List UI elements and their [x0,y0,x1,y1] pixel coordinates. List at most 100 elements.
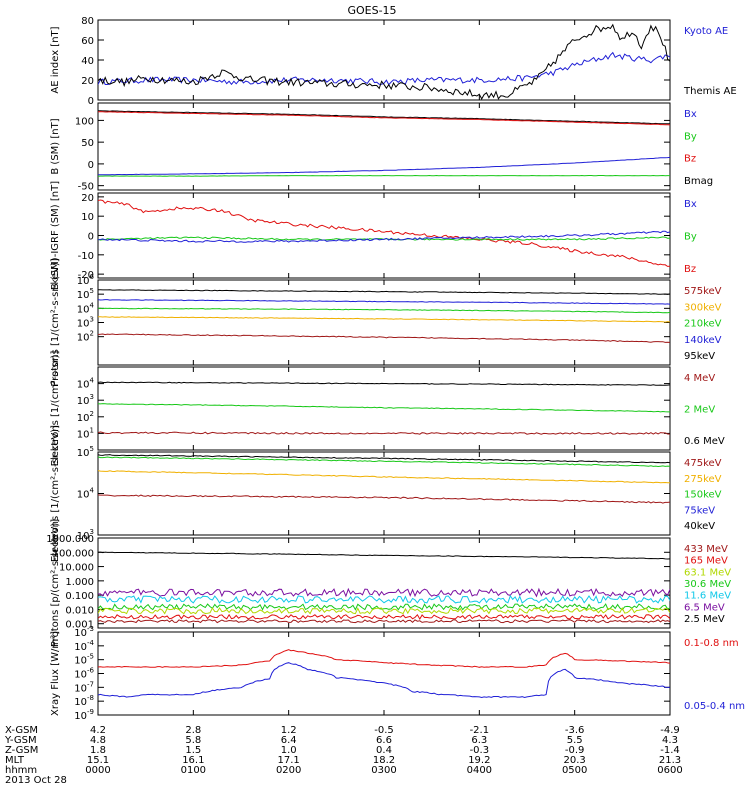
footer-value: 6.6 [376,735,392,746]
footer-value: -1.4 [660,745,680,756]
footer-value: -4.9 [660,725,680,736]
footer-row-label: Y-GSM [4,735,37,746]
footer-row-label: X-GSM [5,725,38,736]
y-tick-label: 103 [77,316,94,330]
series-line [98,316,670,323]
legend-entry: 0.05-0.4 nm [684,701,745,712]
footer-value: 19.2 [468,755,490,766]
y-tick-label: 60 [81,36,94,47]
y-tick-label: 101 [77,426,94,440]
y-axis-label: Electrons [1/(cm²-s-sr)] [50,351,61,467]
chart-title: GOES-15 [347,4,396,17]
legend-entry: 2.5 MeV [684,614,725,625]
footer-value: 4.8 [90,735,106,746]
panel-3: -20 -10 0 10 20 B (SM)-IGRF (SM) [nT] Bx By Bz [50,181,697,290]
legend-entry: 11.6 MeV [684,591,731,602]
legend-entry: Bmag [684,176,713,187]
legend-entry: Bx [684,199,697,210]
legend-entry: 0.1-0.8 nm [684,638,739,649]
footer-value: 6.4 [281,735,297,746]
footer-value: 0300 [371,765,396,776]
series-line [98,299,670,305]
series-line [98,454,670,464]
y-tick-label: 103 [77,393,94,407]
legend-entry: 165 MeV [684,556,728,567]
y-tick-label: 104 [77,487,95,501]
y-tick-label: -50 [78,182,94,193]
legend-entry: 75keV [684,505,715,516]
footer-value: 17.1 [278,755,300,766]
series-line [98,619,670,624]
legend-entry: By [684,232,697,243]
plot-frame [97,192,671,279]
y-axis-label: B (SM)-IGRF (SM) [nT] [50,181,61,290]
y-tick-label: 10-3 [74,625,94,639]
series-line [98,551,670,560]
footer-value: -0.3 [470,745,490,756]
series-line [98,607,670,615]
series-line [98,174,670,177]
y-tick-label: 40 [81,56,94,67]
y-tick-label: 102 [77,410,94,424]
legend-entry: 433 MeV [684,544,728,555]
footer-value: 1.0 [281,745,297,756]
legend-entry: Themis AE [683,86,737,97]
footer-value: 4.2 [90,725,106,736]
series-line [98,156,670,176]
series-line [98,587,670,598]
y-tick-label: -20 [78,270,94,281]
footer-value: 4.3 [662,735,678,746]
footer-row-label: hhmm [5,765,37,776]
y-tick-label: 10-4 [74,639,94,653]
panel-1: 0 20 40 60 80 AE index [nT] Kyoto AE Themis AE [50,16,737,107]
footer-value: -3.6 [565,725,585,736]
panel-7: 0.001 0.010 0.100 1.000 10.000 100.000 1000.00… [46,519,731,647]
series-line [98,199,670,267]
series-line [98,23,670,100]
y-axis-label: Electrons [1/(cm²-s-sr-keV)] [50,425,61,562]
footer-value: 0200 [276,765,301,776]
footer-row-label: MLT [5,755,25,766]
series-line [98,594,670,604]
panel-2: -50 0 50 100 B (SM) [nT] Bx By Bz Bmag [50,102,713,193]
y-axis-label: AE index [nT] [50,26,61,93]
series-line [98,613,670,621]
legend-entry: 275keV [684,474,722,485]
legend-entry: By [684,131,697,142]
footer-value: 6.3 [471,735,487,746]
series-line [98,470,670,484]
y-tick-label: 10-7 [74,680,94,694]
y-axis-label: Protons [p/(cm²-s-sr-keV)] [50,519,61,647]
series-line [98,307,670,314]
plot-frame [97,631,671,716]
footer-value: 5.5 [567,735,583,746]
footer-value: 0000 [85,765,110,776]
series-line [98,403,670,413]
y-axis-label: Protons [1/(cm²-s-sr-keV)] [50,258,61,386]
footer-value: -0.5 [374,725,394,736]
y-tick-label: 10.000 [59,563,94,574]
y-axis-label: Xray Flux [W/m²] [50,631,61,716]
legend-entry: 6.5 MeV [684,602,725,613]
y-tick-label: 80 [81,16,94,27]
legend-entry: 63.1 MeV [684,567,731,578]
legend-entry: 0.6 MeV [684,436,725,447]
series-line [98,456,670,468]
plot-frame [97,537,671,629]
legend-entry: Bz [684,264,696,275]
y-tick-label: 104 [77,301,95,315]
y-tick-label: 100.000 [53,548,94,559]
footer-row-label: Z-GSM [5,745,38,756]
y-tick-label: 104 [77,377,95,391]
footer-value: -0.9 [565,745,585,756]
series-line [98,289,670,295]
legend-entry: 30.6 MeV [684,579,731,590]
series-line [98,494,670,504]
y-tick-label: 1000.000 [46,534,94,545]
footer-value: 21.3 [659,755,681,766]
series-line [98,603,670,611]
footer-value: 5.8 [185,735,201,746]
y-tick-label: 10-9 [74,708,94,722]
